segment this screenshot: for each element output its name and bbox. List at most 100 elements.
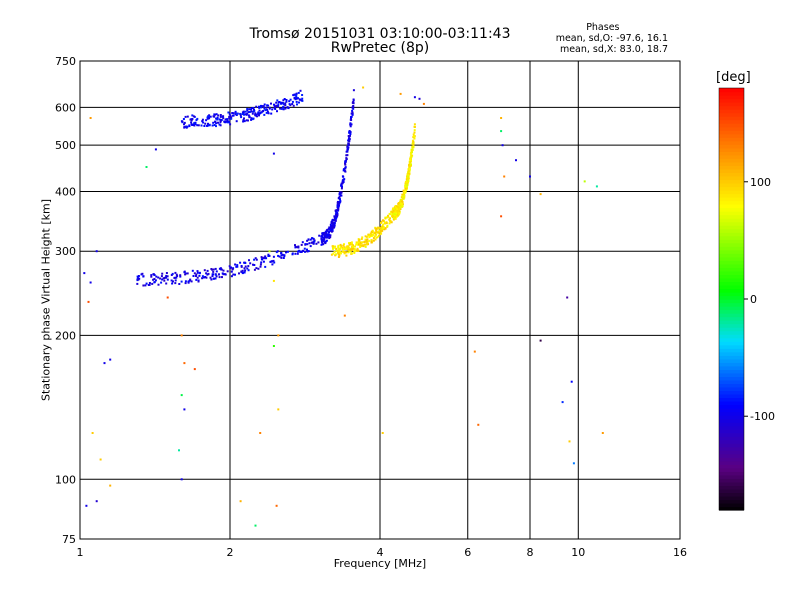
echo-point <box>221 276 223 279</box>
echo-point <box>141 272 144 275</box>
x-tick-label: 8 <box>527 546 534 559</box>
echo-point <box>349 242 352 244</box>
echo-point <box>292 94 295 97</box>
colorbar-segment <box>719 499 744 504</box>
echo-point <box>368 236 371 239</box>
echo-point <box>364 245 367 248</box>
echo-point <box>320 243 323 246</box>
echo-point <box>349 134 351 137</box>
echo-point <box>378 226 381 229</box>
echo-point <box>153 278 156 280</box>
echo-point <box>295 97 298 100</box>
echo-point <box>331 221 334 224</box>
echo-point <box>275 251 278 254</box>
echo-point <box>411 151 413 154</box>
colorbar-segment <box>719 130 744 135</box>
echo-point <box>404 180 407 183</box>
colorbar-segment <box>719 175 744 181</box>
echo-point <box>246 119 249 122</box>
colorbar-segment <box>719 390 744 395</box>
echo-point <box>334 219 337 222</box>
colorbar-segment <box>719 302 744 307</box>
echo-point <box>370 239 373 242</box>
colorbar-segment <box>719 151 744 156</box>
echo-point <box>282 99 285 102</box>
echo-point <box>253 109 256 112</box>
echo-point <box>197 124 200 127</box>
y-tick-label: 500 <box>55 139 76 152</box>
echo-point <box>344 247 347 250</box>
echo-point <box>187 281 190 284</box>
echo-point <box>297 91 300 94</box>
echo-point <box>395 212 398 215</box>
colorbar-tick-label: -100 <box>750 410 775 423</box>
echo-point <box>397 202 400 205</box>
echo-point <box>291 253 294 256</box>
echo-point <box>353 248 356 250</box>
echo-point <box>196 117 199 120</box>
echo-point <box>401 203 404 206</box>
echo-point <box>285 251 287 254</box>
echo-point <box>349 133 352 135</box>
echo-point <box>370 233 373 236</box>
echo-point <box>142 275 145 278</box>
echo-point <box>340 191 343 194</box>
echo-point <box>207 115 210 118</box>
echo-point <box>380 232 383 235</box>
echo-point <box>268 254 271 257</box>
echo-point <box>229 267 232 270</box>
echo-point <box>268 250 271 253</box>
echo-point <box>252 263 254 266</box>
echo-point <box>335 216 338 219</box>
echo-point <box>309 245 312 248</box>
echo-point <box>230 270 233 273</box>
echo-point <box>355 241 358 244</box>
echo-point <box>272 152 275 155</box>
echo-point <box>332 252 335 255</box>
echo-point <box>337 209 340 212</box>
echo-point <box>346 150 349 153</box>
echo-point <box>264 265 267 268</box>
echo-point <box>150 274 153 277</box>
echo-point <box>404 183 407 186</box>
echo-point <box>193 122 196 125</box>
echo-point <box>243 113 245 116</box>
echo-point <box>344 162 346 165</box>
echo-point <box>220 119 223 121</box>
colorbar-segment <box>719 228 744 233</box>
echo-point <box>344 163 347 166</box>
echo-point <box>409 158 412 161</box>
colorbar-segment <box>719 337 744 342</box>
echo-point <box>412 135 415 138</box>
echo-point <box>163 279 166 282</box>
echo-point <box>409 161 412 163</box>
colorbar-segment <box>719 137 744 142</box>
echo-point <box>349 248 352 251</box>
echo-point <box>206 124 208 127</box>
echo-point <box>412 141 415 144</box>
data-points <box>83 86 604 527</box>
echo-point <box>312 237 315 240</box>
echo-point <box>337 208 340 211</box>
echo-point <box>259 265 262 268</box>
echo-point <box>326 229 329 232</box>
echo-point <box>193 368 196 371</box>
echo-point <box>234 273 236 276</box>
echo-point <box>351 109 354 112</box>
echo-point <box>323 236 326 239</box>
colorbar-segment <box>719 313 744 318</box>
colorbar-segment <box>719 457 744 462</box>
echo-point <box>277 101 280 104</box>
echo-point <box>214 120 217 123</box>
echo-point <box>193 124 196 127</box>
echo-point <box>366 241 369 244</box>
echo-point <box>85 504 88 507</box>
echo-point <box>561 401 564 404</box>
echo-point <box>285 100 288 103</box>
echo-point <box>352 105 355 107</box>
echo-point <box>277 254 280 257</box>
echo-point <box>255 105 258 108</box>
colorbar-segment <box>719 404 744 409</box>
colorbar-segment <box>719 362 744 367</box>
echo-point <box>333 221 336 224</box>
